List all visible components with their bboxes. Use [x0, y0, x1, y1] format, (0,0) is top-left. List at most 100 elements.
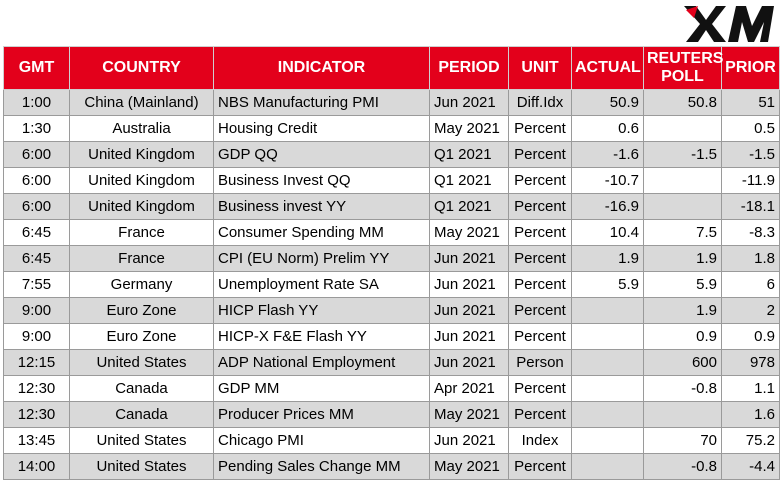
cell-indicator: Business Invest QQ: [213, 167, 430, 194]
table-row: 6:45 France CPI (EU Norm) Prelim YY Jun 202…: [3, 245, 780, 272]
cell-gmt: 6:45: [3, 219, 70, 246]
cell-country: France: [69, 219, 214, 246]
cell-prior: 1.6: [721, 401, 780, 428]
xm-logo: XM: [684, 6, 774, 42]
cell-gmt: 7:55: [3, 271, 70, 298]
cell-prior: -11.9: [721, 167, 780, 194]
cell-actual: -16.9: [571, 193, 644, 220]
cell-gmt: 12:30: [3, 401, 70, 428]
cell-gmt: 12:30: [3, 375, 70, 402]
cell-actual: 50.9: [571, 89, 644, 116]
table-row: 12:15 United States ADP National Employmen…: [3, 349, 780, 376]
cell-indicator: Consumer Spending MM: [213, 219, 430, 246]
cell-reuters-poll: 7.5: [643, 219, 722, 246]
header-reuters-poll: REUTERS POLL: [643, 46, 723, 90]
cell-reuters-poll: 5.9: [643, 271, 722, 298]
cell-actual: [571, 401, 644, 428]
cell-gmt: 6:45: [3, 245, 70, 272]
cell-unit: Percent: [508, 167, 572, 194]
cell-country: Canada: [69, 401, 214, 428]
cell-unit: Percent: [508, 401, 572, 428]
cell-period: Q1 2021: [429, 141, 509, 168]
cell-reuters-poll: -0.8: [643, 375, 722, 402]
cell-indicator: GDP QQ: [213, 141, 430, 168]
header-row: GMT COUNTRY INDICATOR PERIOD UNIT ACTUAL…: [3, 46, 780, 90]
cell-indicator: Producer Prices MM: [213, 401, 430, 428]
cell-gmt: 6:00: [3, 167, 70, 194]
cell-indicator: Unemployment Rate SA: [213, 271, 430, 298]
cell-country: United Kingdom: [69, 193, 214, 220]
cell-reuters-poll: 1.9: [643, 245, 722, 272]
cell-gmt: 1:00: [3, 89, 70, 116]
cell-country: United Kingdom: [69, 167, 214, 194]
header-period: PERIOD: [429, 46, 509, 90]
table-row: 6:00 United Kingdom Business Invest QQ Q1 2…: [3, 167, 780, 194]
cell-gmt: 6:00: [3, 141, 70, 168]
cell-indicator: NBS Manufacturing PMI: [213, 89, 430, 116]
cell-unit: Percent: [508, 193, 572, 220]
cell-gmt: 9:00: [3, 297, 70, 324]
table-row: 13:45 United States Chicago PMI Jun 2021 Ind…: [3, 427, 780, 454]
cell-prior: 0.9: [721, 323, 780, 350]
cell-gmt: 9:00: [3, 323, 70, 350]
cell-period: May 2021: [429, 453, 509, 480]
cell-indicator: Housing Credit: [213, 115, 430, 142]
cell-unit: Percent: [508, 323, 572, 350]
cell-reuters-poll: 50.8: [643, 89, 722, 116]
cell-period: May 2021: [429, 219, 509, 246]
cell-period: May 2021: [429, 115, 509, 142]
table-row: 12:30 Canada GDP MM Apr 2021 Percent -0.8 1.1: [3, 375, 780, 402]
table-row: 6:00 United Kingdom Business invest YY Q1 2…: [3, 193, 780, 220]
cell-actual: 5.9: [571, 271, 644, 298]
cell-prior: -4.4: [721, 453, 780, 480]
cell-unit: Percent: [508, 375, 572, 402]
economic-calendar-table: GMT COUNTRY INDICATOR PERIOD UNIT ACTUAL…: [3, 46, 780, 480]
cell-prior: 2: [721, 297, 780, 324]
cell-indicator: ADP National Employment: [213, 349, 430, 376]
cell-reuters-poll: [643, 115, 722, 142]
cell-period: Jun 2021: [429, 271, 509, 298]
cell-actual: [571, 297, 644, 324]
cell-actual: [571, 349, 644, 376]
table-row: 6:00 United Kingdom GDP QQ Q1 2021 Percent -1…: [3, 141, 780, 168]
cell-prior: -18.1: [721, 193, 780, 220]
cell-period: Jun 2021: [429, 89, 509, 116]
cell-period: Jun 2021: [429, 349, 509, 376]
cell-indicator: Pending Sales Change MM: [213, 453, 430, 480]
cell-unit: Percent: [508, 271, 572, 298]
cell-indicator: CPI (EU Norm) Prelim YY: [213, 245, 430, 272]
cell-unit: Percent: [508, 115, 572, 142]
table-row: 9:00 Euro Zone HICP-X F&E Flash YY Jun 2021…: [3, 323, 780, 350]
table-row: 14:00 United States Pending Sales Change M…: [3, 453, 780, 480]
cell-reuters-poll: -1.5: [643, 141, 722, 168]
cell-period: Jun 2021: [429, 297, 509, 324]
cell-country: Germany: [69, 271, 214, 298]
table-row: 7:55 Germany Unemployment Rate SA Jun 2021 P…: [3, 271, 780, 298]
cell-actual: -10.7: [571, 167, 644, 194]
cell-country: Australia: [69, 115, 214, 142]
table-row: 1:30 Australia Housing Credit May 2021 Perce…: [3, 115, 780, 142]
cell-actual: [571, 427, 644, 454]
cell-period: Q1 2021: [429, 167, 509, 194]
cell-country: United Kingdom: [69, 141, 214, 168]
cell-reuters-poll: 0.9: [643, 323, 722, 350]
cell-reuters-poll: 1.9: [643, 297, 722, 324]
cell-indicator: Chicago PMI: [213, 427, 430, 454]
cell-reuters-poll: [643, 193, 722, 220]
cell-prior: 978: [721, 349, 780, 376]
cell-unit: Percent: [508, 453, 572, 480]
cell-country: United States: [69, 349, 214, 376]
cell-period: Apr 2021: [429, 375, 509, 402]
cell-unit: Percent: [508, 141, 572, 168]
cell-period: May 2021: [429, 401, 509, 428]
cell-prior: 1.8: [721, 245, 780, 272]
cell-actual: -1.6: [571, 141, 644, 168]
cell-gmt: 1:30: [3, 115, 70, 142]
cell-period: Jun 2021: [429, 427, 509, 454]
cell-prior: 6: [721, 271, 780, 298]
cell-gmt: 14:00: [3, 453, 70, 480]
cell-unit: Person: [508, 349, 572, 376]
cell-prior: -1.5: [721, 141, 780, 168]
cell-indicator: GDP MM: [213, 375, 430, 402]
cell-unit: Index: [508, 427, 572, 454]
